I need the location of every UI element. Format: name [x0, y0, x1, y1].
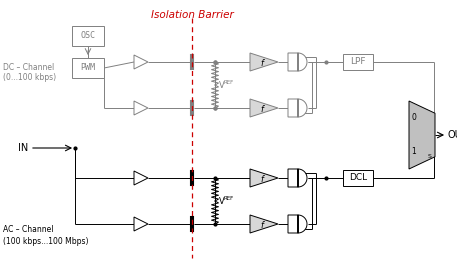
- Polygon shape: [288, 169, 307, 187]
- Text: IN: IN: [18, 143, 28, 153]
- Bar: [343, 54, 373, 70]
- Text: $\it{f}$: $\it{f}$: [260, 56, 266, 67]
- Polygon shape: [134, 55, 148, 69]
- Bar: [72, 26, 104, 46]
- Text: OSC: OSC: [80, 31, 96, 40]
- Bar: [72, 58, 104, 78]
- Text: $\it{f}$: $\it{f}$: [260, 218, 266, 230]
- Polygon shape: [250, 99, 278, 117]
- Text: $\it{f}$: $\it{f}$: [260, 102, 266, 114]
- Text: (0...100 kbps): (0...100 kbps): [3, 73, 56, 82]
- Text: DCL: DCL: [349, 173, 367, 182]
- Text: DC – Channel: DC – Channel: [3, 63, 54, 73]
- Polygon shape: [134, 171, 148, 185]
- Polygon shape: [250, 169, 278, 187]
- Text: PWM: PWM: [80, 63, 96, 73]
- Bar: [343, 170, 373, 186]
- Text: REF: REF: [224, 196, 234, 202]
- Text: 1: 1: [411, 147, 416, 156]
- Text: LPF: LPF: [350, 57, 366, 66]
- Text: (100 kbps...100 Mbps): (100 kbps...100 Mbps): [3, 237, 89, 246]
- Text: Isolation Barrier: Isolation Barrier: [151, 10, 234, 20]
- Polygon shape: [409, 101, 435, 169]
- Polygon shape: [250, 53, 278, 71]
- Text: REF: REF: [224, 80, 234, 85]
- Polygon shape: [288, 99, 307, 117]
- Polygon shape: [288, 215, 307, 233]
- Text: $\it{f}$: $\it{f}$: [260, 173, 266, 183]
- Text: 0: 0: [411, 114, 416, 122]
- Polygon shape: [250, 215, 278, 233]
- Polygon shape: [288, 53, 307, 71]
- Polygon shape: [134, 101, 148, 115]
- Polygon shape: [134, 217, 148, 231]
- Text: V: V: [219, 196, 225, 205]
- Text: V: V: [219, 80, 225, 89]
- Text: AC – Channel: AC – Channel: [3, 225, 53, 234]
- Text: OUT: OUT: [448, 130, 457, 140]
- Text: S: S: [428, 154, 432, 159]
